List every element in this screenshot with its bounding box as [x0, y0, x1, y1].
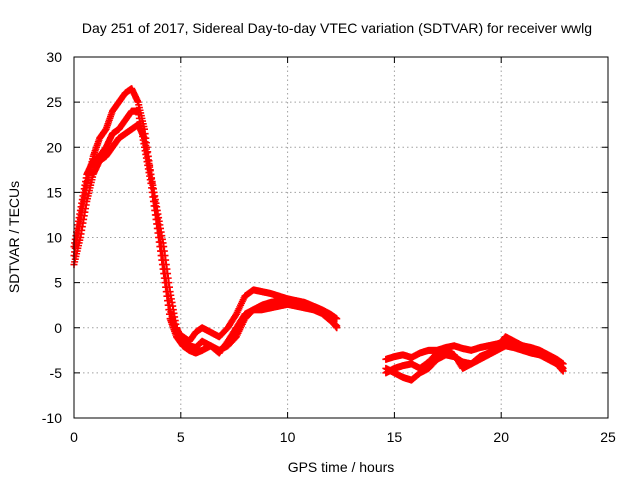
- x-tick-label: 20: [493, 429, 509, 445]
- chart-title: Day 251 of 2017, Sidereal Day-to-day VTE…: [82, 20, 592, 36]
- series-trace-f: [382, 333, 567, 377]
- grid: [74, 57, 608, 418]
- data-point: [559, 364, 567, 372]
- series-trace-c: [70, 107, 341, 357]
- data-points: [70, 85, 567, 384]
- x-tick-label: 15: [387, 429, 403, 445]
- x-tick-label: 10: [280, 429, 296, 445]
- data-point: [333, 315, 341, 323]
- y-tick-label: 5: [54, 275, 62, 291]
- data-point: [333, 322, 341, 330]
- y-axis-label: SDTVAR / TECUs: [6, 181, 22, 293]
- x-tick-label: 0: [70, 429, 78, 445]
- x-axis-label: GPS time / hours: [288, 459, 395, 475]
- x-tick-label: 5: [177, 429, 185, 445]
- x-tick-label: 25: [600, 429, 616, 445]
- y-tick-label: 20: [46, 139, 62, 155]
- y-tick-label: 15: [46, 184, 62, 200]
- y-tick-label: 30: [46, 49, 62, 65]
- plot-frame: [73, 56, 609, 419]
- y-tick-label: 10: [46, 230, 62, 246]
- y-tick-label: -10: [42, 410, 62, 426]
- y-tick-label: 25: [46, 94, 62, 110]
- y-tick-label: -5: [50, 365, 63, 381]
- y-tick-label: 0: [54, 320, 62, 336]
- axis-ticks: 0 5 10 15 20 25 -10 -5 0 5 10 15 20 25 30: [42, 49, 616, 445]
